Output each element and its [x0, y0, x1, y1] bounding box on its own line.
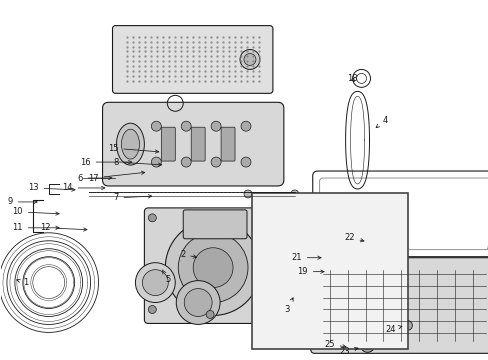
Text: 4: 4	[375, 116, 386, 128]
FancyBboxPatch shape	[221, 127, 235, 161]
Text: 26: 26	[0, 359, 1, 360]
FancyBboxPatch shape	[161, 127, 175, 161]
Text: 8: 8	[113, 158, 162, 167]
Text: 23: 23	[338, 347, 357, 356]
Text: 2: 2	[180, 250, 196, 259]
Text: 1: 1	[17, 278, 29, 287]
Circle shape	[244, 190, 251, 198]
Circle shape	[181, 121, 191, 131]
Circle shape	[184, 289, 212, 316]
Text: 6: 6	[77, 174, 112, 183]
FancyBboxPatch shape	[310, 258, 488, 353]
Text: 20: 20	[0, 359, 1, 360]
Text: 3: 3	[284, 298, 292, 314]
Circle shape	[151, 157, 161, 167]
Text: 10: 10	[12, 207, 59, 216]
Circle shape	[211, 121, 221, 131]
Text: 15: 15	[108, 144, 159, 153]
Text: 32: 32	[0, 359, 1, 360]
Circle shape	[241, 121, 250, 131]
Text: 28: 28	[0, 359, 1, 360]
Text: 17: 17	[88, 171, 144, 183]
Text: 12: 12	[40, 223, 87, 232]
FancyBboxPatch shape	[183, 210, 246, 239]
Circle shape	[267, 214, 275, 222]
Circle shape	[244, 54, 255, 66]
Bar	[251, 193, 407, 348]
Text: 29: 29	[0, 359, 1, 360]
Text: 31: 31	[0, 359, 1, 360]
Circle shape	[290, 190, 298, 198]
Circle shape	[206, 310, 214, 319]
Text: 19: 19	[297, 267, 324, 276]
Circle shape	[193, 248, 233, 288]
FancyBboxPatch shape	[112, 26, 272, 93]
Circle shape	[148, 306, 156, 314]
FancyBboxPatch shape	[144, 208, 281, 323]
Circle shape	[151, 121, 161, 131]
Text: 5: 5	[162, 270, 170, 284]
FancyBboxPatch shape	[191, 127, 205, 161]
Text: 27: 27	[0, 359, 1, 360]
FancyBboxPatch shape	[102, 102, 283, 186]
Text: 33: 33	[0, 359, 1, 360]
Text: 16: 16	[80, 158, 132, 167]
Text: 9: 9	[8, 197, 37, 206]
Text: 13: 13	[28, 184, 75, 193]
Circle shape	[241, 157, 250, 167]
Text: 7: 7	[113, 193, 151, 202]
Text: 21: 21	[291, 253, 321, 262]
Text: 25: 25	[324, 340, 346, 349]
Circle shape	[181, 157, 191, 167]
Text: 11: 11	[12, 223, 59, 232]
Circle shape	[240, 50, 260, 69]
Ellipse shape	[121, 129, 139, 159]
Circle shape	[363, 341, 371, 349]
Text: 30: 30	[0, 359, 1, 360]
Ellipse shape	[116, 123, 144, 165]
Circle shape	[360, 338, 374, 352]
Circle shape	[165, 220, 261, 315]
Circle shape	[402, 320, 411, 330]
Circle shape	[148, 214, 156, 222]
Circle shape	[351, 250, 361, 260]
Circle shape	[267, 306, 275, 314]
Text: 22: 22	[344, 233, 363, 242]
Text: 18: 18	[346, 74, 357, 83]
Circle shape	[135, 263, 175, 302]
Circle shape	[211, 157, 221, 167]
Circle shape	[142, 270, 168, 296]
Circle shape	[176, 280, 220, 324]
Text: 14: 14	[62, 184, 105, 193]
Text: 24: 24	[384, 325, 401, 334]
Circle shape	[178, 233, 247, 302]
